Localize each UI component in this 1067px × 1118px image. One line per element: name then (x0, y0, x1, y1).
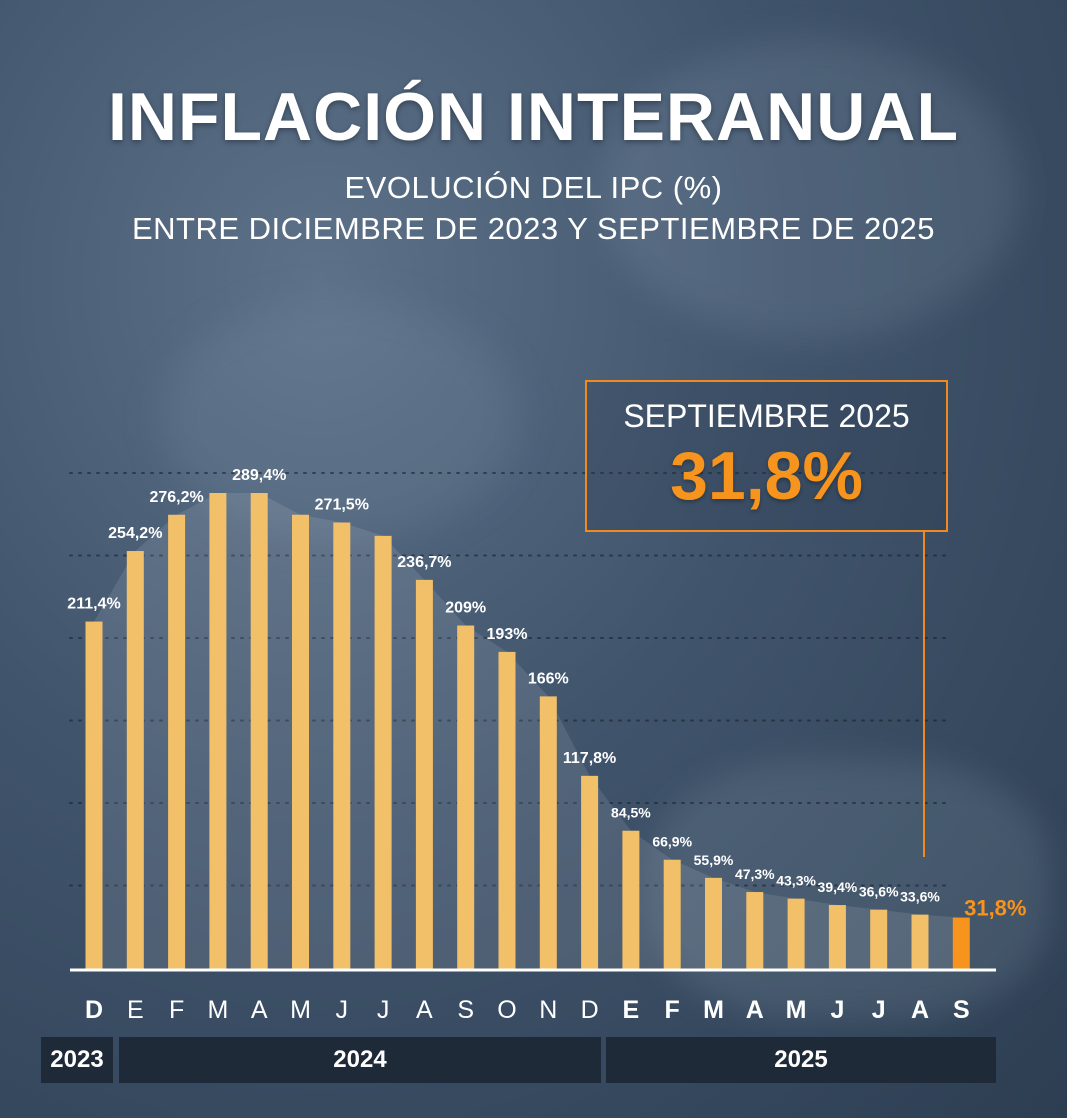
x-tick-label: D (581, 996, 599, 1024)
year-label-2024: 2024 (333, 1046, 387, 1073)
bar (787, 898, 805, 970)
area-under-bars (94, 493, 962, 970)
x-tick-label: A (251, 996, 268, 1024)
bar-data-label: 84,5% (611, 805, 651, 821)
bar-data-label: 33,6% (900, 889, 940, 905)
bar-data-label: 36,6% (859, 884, 899, 900)
bar (705, 877, 722, 970)
x-tick-label: M (290, 996, 311, 1024)
bar (333, 522, 351, 970)
x-tick-label: M (207, 996, 228, 1024)
x-tick-label: F (665, 996, 680, 1024)
year-label-2023: 2023 (50, 1046, 104, 1073)
bar-data-label: 289,4% (232, 467, 286, 484)
x-tick-label: A (746, 996, 764, 1024)
year-label-2025: 2025 (774, 1046, 828, 1073)
x-tick-label: E (623, 996, 640, 1024)
bar (209, 493, 227, 970)
bar-data-label: 47,3% (735, 866, 775, 882)
bar (250, 493, 268, 970)
bar-data-label: 166% (528, 670, 569, 687)
bar-data-label: 55,9% (694, 852, 734, 868)
subtitle-line-2: ENTRE DICIEMBRE DE 2023 Y SEPTIEMBRE DE … (131, 211, 936, 246)
bar (415, 579, 433, 970)
year-band-2024: 2024 (119, 1037, 601, 1083)
x-tick-label: O (497, 996, 516, 1024)
x-tick-label: F (169, 996, 184, 1024)
year-band-2025: 2025 (606, 1037, 996, 1083)
bar-data-label: 193% (487, 626, 528, 643)
x-tick-label: E (127, 996, 144, 1024)
x-tick-label: M (703, 996, 724, 1024)
callout-box: SEPTIEMBRE 2025 31,8% (585, 380, 948, 532)
bar (498, 651, 516, 970)
bar-data-label: 39,4% (818, 879, 858, 895)
bar (126, 551, 144, 970)
x-tick-label: A (416, 996, 433, 1024)
x-tick-label: J (872, 996, 886, 1024)
bar-data-label: 211,4% (67, 596, 120, 613)
bar-data-label: 209% (445, 600, 486, 617)
callout-connector-line (923, 531, 925, 857)
callout-label: SEPTIEMBRE 2025 (623, 398, 910, 434)
bar-data-label: 236,7% (397, 554, 451, 571)
x-tick-label: J (336, 996, 349, 1024)
x-tick-label: A (911, 996, 929, 1024)
subtitle-line-1: EVOLUCIÓN DEL IPC (%) (344, 170, 723, 205)
x-tick-label: N (539, 996, 557, 1024)
callout-value: 31,8% (670, 438, 863, 514)
bar (581, 775, 599, 970)
bar (168, 514, 186, 970)
bar-data-label: 31,8% (964, 896, 1026, 921)
x-tick-label: D (85, 996, 103, 1024)
bar (539, 696, 557, 970)
bar (622, 830, 640, 970)
bar (952, 917, 970, 970)
bar (911, 914, 929, 970)
bar (457, 625, 475, 970)
bar-data-label: 117,8% (563, 750, 616, 767)
bar (746, 892, 764, 970)
bar-data-label: 254,2% (108, 525, 162, 542)
bar-data-label: 271,5% (315, 497, 369, 514)
x-tick-label: J (377, 996, 390, 1024)
bar (292, 514, 309, 970)
page-title: INFLACIÓN INTERANUAL (107, 79, 960, 155)
x-tick-label: S (953, 996, 970, 1024)
x-tick-label: S (457, 996, 474, 1024)
bar-data-label: 43,3% (776, 873, 816, 889)
bar (85, 621, 103, 970)
bar (828, 905, 846, 970)
bar (374, 535, 392, 970)
x-tick-label: J (830, 996, 844, 1024)
bar (870, 909, 888, 970)
year-band-2023: 2023 (41, 1037, 113, 1083)
bar (663, 859, 681, 970)
bar-data-label: 66,9% (652, 834, 692, 850)
bar-data-label: 276,2% (149, 489, 203, 506)
x-tick-label: M (786, 996, 807, 1024)
